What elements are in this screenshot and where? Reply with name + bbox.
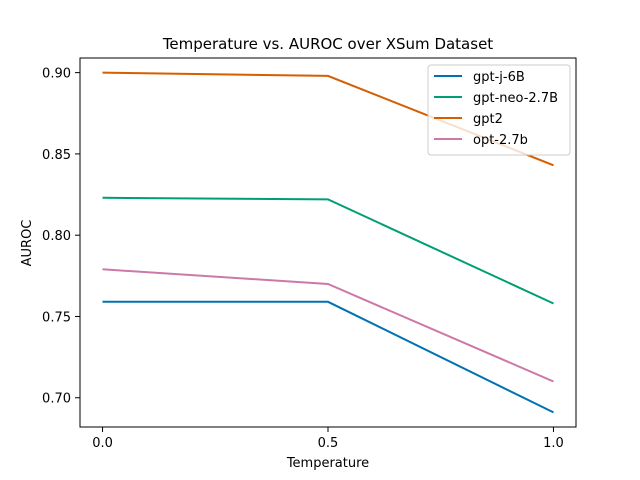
series-line-gpt-neo-2.7B (102, 196, 554, 305)
y-tick-label: 0.70 (42, 392, 71, 407)
legend-label: gpt2 (473, 112, 503, 127)
legend-label: gpt-j-6B (473, 70, 525, 85)
series-line-opt-2.7b (102, 268, 554, 383)
x-axis-ticks: 0.0 0.5 1.0 (92, 427, 564, 451)
legend-box (427, 64, 571, 156)
y-tick-label: 0.80 (42, 229, 71, 244)
y-tick-label: 0.85 (42, 148, 71, 163)
legend-label: opt-2.7b (473, 133, 528, 148)
x-tick-label: 1.0 (543, 436, 564, 451)
x-tick-label: 0.0 (92, 436, 113, 451)
legend: gpt-j-6B gpt-neo-2.7B gpt2 opt-2.7b (427, 64, 571, 156)
x-tick-label: 0.5 (318, 436, 339, 451)
y-axis-label: AUROC (20, 220, 35, 267)
y-tick-label: 0.75 (42, 310, 71, 325)
legend-label: gpt-neo-2.7B (473, 91, 558, 106)
series-line-gpt-j-6B (102, 300, 554, 414)
chart-title: Temperature vs. AUROC over XSum Dataset (162, 35, 493, 53)
y-axis-ticks: 0.70 0.75 0.80 0.85 0.90 (42, 67, 80, 407)
y-tick-label: 0.90 (42, 67, 71, 82)
x-axis-label: Temperature (286, 456, 369, 471)
